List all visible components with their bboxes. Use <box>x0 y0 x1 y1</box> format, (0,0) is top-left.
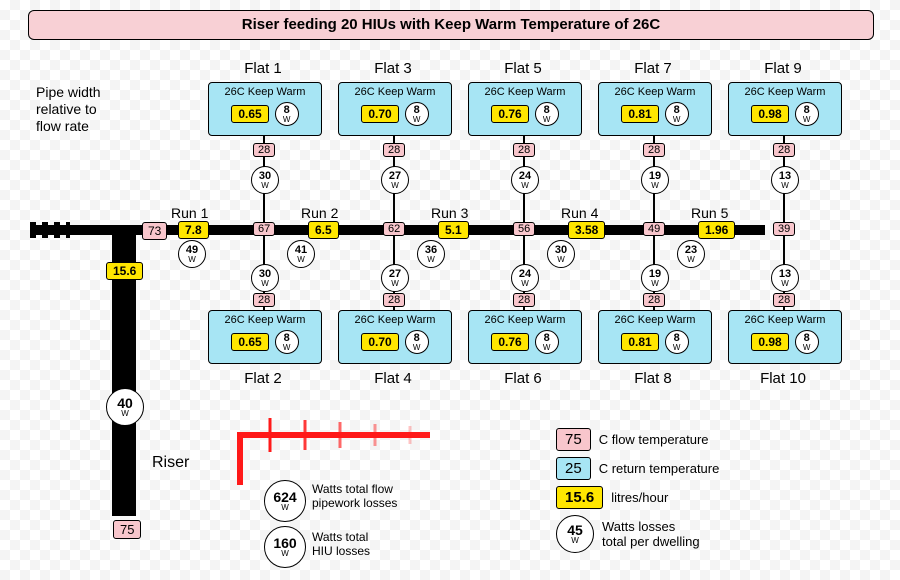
node-temp: 67 <box>253 222 275 236</box>
run-label: Run 5 <box>691 205 728 221</box>
branch-watts: 30W <box>251 166 279 194</box>
legend: 75 C flow temperature 25 C return temper… <box>556 428 876 553</box>
title-text: Riser feeding 20 HIUs with Keep Warm Tem… <box>242 16 660 33</box>
branch-watts: 27W <box>381 166 409 194</box>
node-temp: 49 <box>643 222 665 236</box>
branch-ret-temp: 28 <box>253 143 275 157</box>
main-entry-temp: 73 <box>142 222 167 240</box>
main-exit-watts: 49 W <box>178 240 206 268</box>
run-label: Run 1 <box>171 205 208 221</box>
node-watts: 36W <box>417 240 445 268</box>
branch-watts: 13W <box>771 166 799 194</box>
hiu-box: 26C Keep Warm0.708W <box>338 82 452 136</box>
flat-bot-label: Flat 6 <box>463 370 583 387</box>
node-watts: 41W <box>287 240 315 268</box>
flat-top-label: Flat 1 <box>203 60 323 77</box>
node-watts: 30W <box>547 240 575 268</box>
node-temp: 56 <box>513 222 535 236</box>
branch-ret-temp: 28 <box>643 293 665 307</box>
flat-top-label: Flat 5 <box>463 60 583 77</box>
branch-watts: 24W <box>511 166 539 194</box>
branch-ret-temp: 28 <box>643 143 665 157</box>
run-flow: 6.5 <box>308 221 339 239</box>
branch-watts: 19W <box>641 264 669 292</box>
flat-bot-label: Flat 4 <box>333 370 453 387</box>
riser-flow: 15.6 <box>106 262 143 280</box>
flat-top-label: Flat 7 <box>593 60 713 77</box>
branch-watts: 19W <box>641 166 669 194</box>
riser-watts: 40 W <box>106 388 144 426</box>
flat-bot-label: Flat 2 <box>203 370 323 387</box>
run-label: Run 3 <box>431 205 468 221</box>
run-label: Run 2 <box>301 205 338 221</box>
flat-top-label: Flat 9 <box>723 60 843 77</box>
title-bar: Riser feeding 20 HIUs with Keep Warm Tem… <box>28 10 874 40</box>
branch-watts: 13W <box>771 264 799 292</box>
total-hiu-watts: 160 W <box>264 526 306 568</box>
run-flow: 3.58 <box>568 221 605 239</box>
legend-watts: 45 W Watts losses total per dwelling <box>556 515 876 553</box>
branch-watts: 30W <box>251 264 279 292</box>
flat-bot-label: Flat 8 <box>593 370 713 387</box>
legend-flow: 15.6 litres/hour <box>556 486 876 509</box>
hiu-box: 26C Keep Warm0.988W <box>728 310 842 364</box>
branch-ret-temp: 28 <box>513 293 535 307</box>
pipe-width-note: Pipe width relative to flow rate <box>36 84 101 134</box>
total-flow-txt: Watts total flow pipework losses <box>312 482 397 510</box>
hiu-box: 26C Keep Warm0.658W <box>208 310 322 364</box>
branch-ret-temp: 28 <box>513 143 535 157</box>
node-temp: 62 <box>383 222 405 236</box>
hiu-box: 26C Keep Warm0.768W <box>468 310 582 364</box>
legend-rtemp: 25 C return temperature <box>556 457 876 480</box>
flat-top-label: Flat 3 <box>333 60 453 77</box>
branch-ret-temp: 28 <box>773 143 795 157</box>
run-flow: 5.1 <box>438 221 469 239</box>
node-watts: 23W <box>677 240 705 268</box>
branch-watts: 24W <box>511 264 539 292</box>
hiu-box: 26C Keep Warm0.818W <box>598 82 712 136</box>
run-label: Run 4 <box>561 205 598 221</box>
node-temp: 39 <box>773 222 795 236</box>
hiu-box: 26C Keep Warm0.988W <box>728 82 842 136</box>
branch-ret-temp: 28 <box>383 143 405 157</box>
branch-ret-temp: 28 <box>773 293 795 307</box>
hiu-box: 26C Keep Warm0.658W <box>208 82 322 136</box>
run-flow: 1.96 <box>698 221 735 239</box>
total-flow-watts: 624 W <box>264 480 306 522</box>
branch-ret-temp: 28 <box>383 293 405 307</box>
pipe-dashed-end <box>30 222 70 238</box>
hiu-box: 26C Keep Warm0.768W <box>468 82 582 136</box>
hiu-box: 26C Keep Warm0.708W <box>338 310 452 364</box>
hiu-box: 26C Keep Warm0.818W <box>598 310 712 364</box>
branch-ret-temp: 28 <box>253 293 275 307</box>
riser-label: Riser <box>152 454 189 472</box>
branch-watts: 27W <box>381 264 409 292</box>
legend-ctemp: 75 C flow temperature <box>556 428 876 451</box>
run-flow: 7.8 <box>178 221 209 239</box>
riser-bottom-temp: 75 <box>113 520 141 539</box>
total-hiu-txt: Watts total HIU losses <box>312 530 370 558</box>
flat-bot-label: Flat 10 <box>723 370 843 387</box>
